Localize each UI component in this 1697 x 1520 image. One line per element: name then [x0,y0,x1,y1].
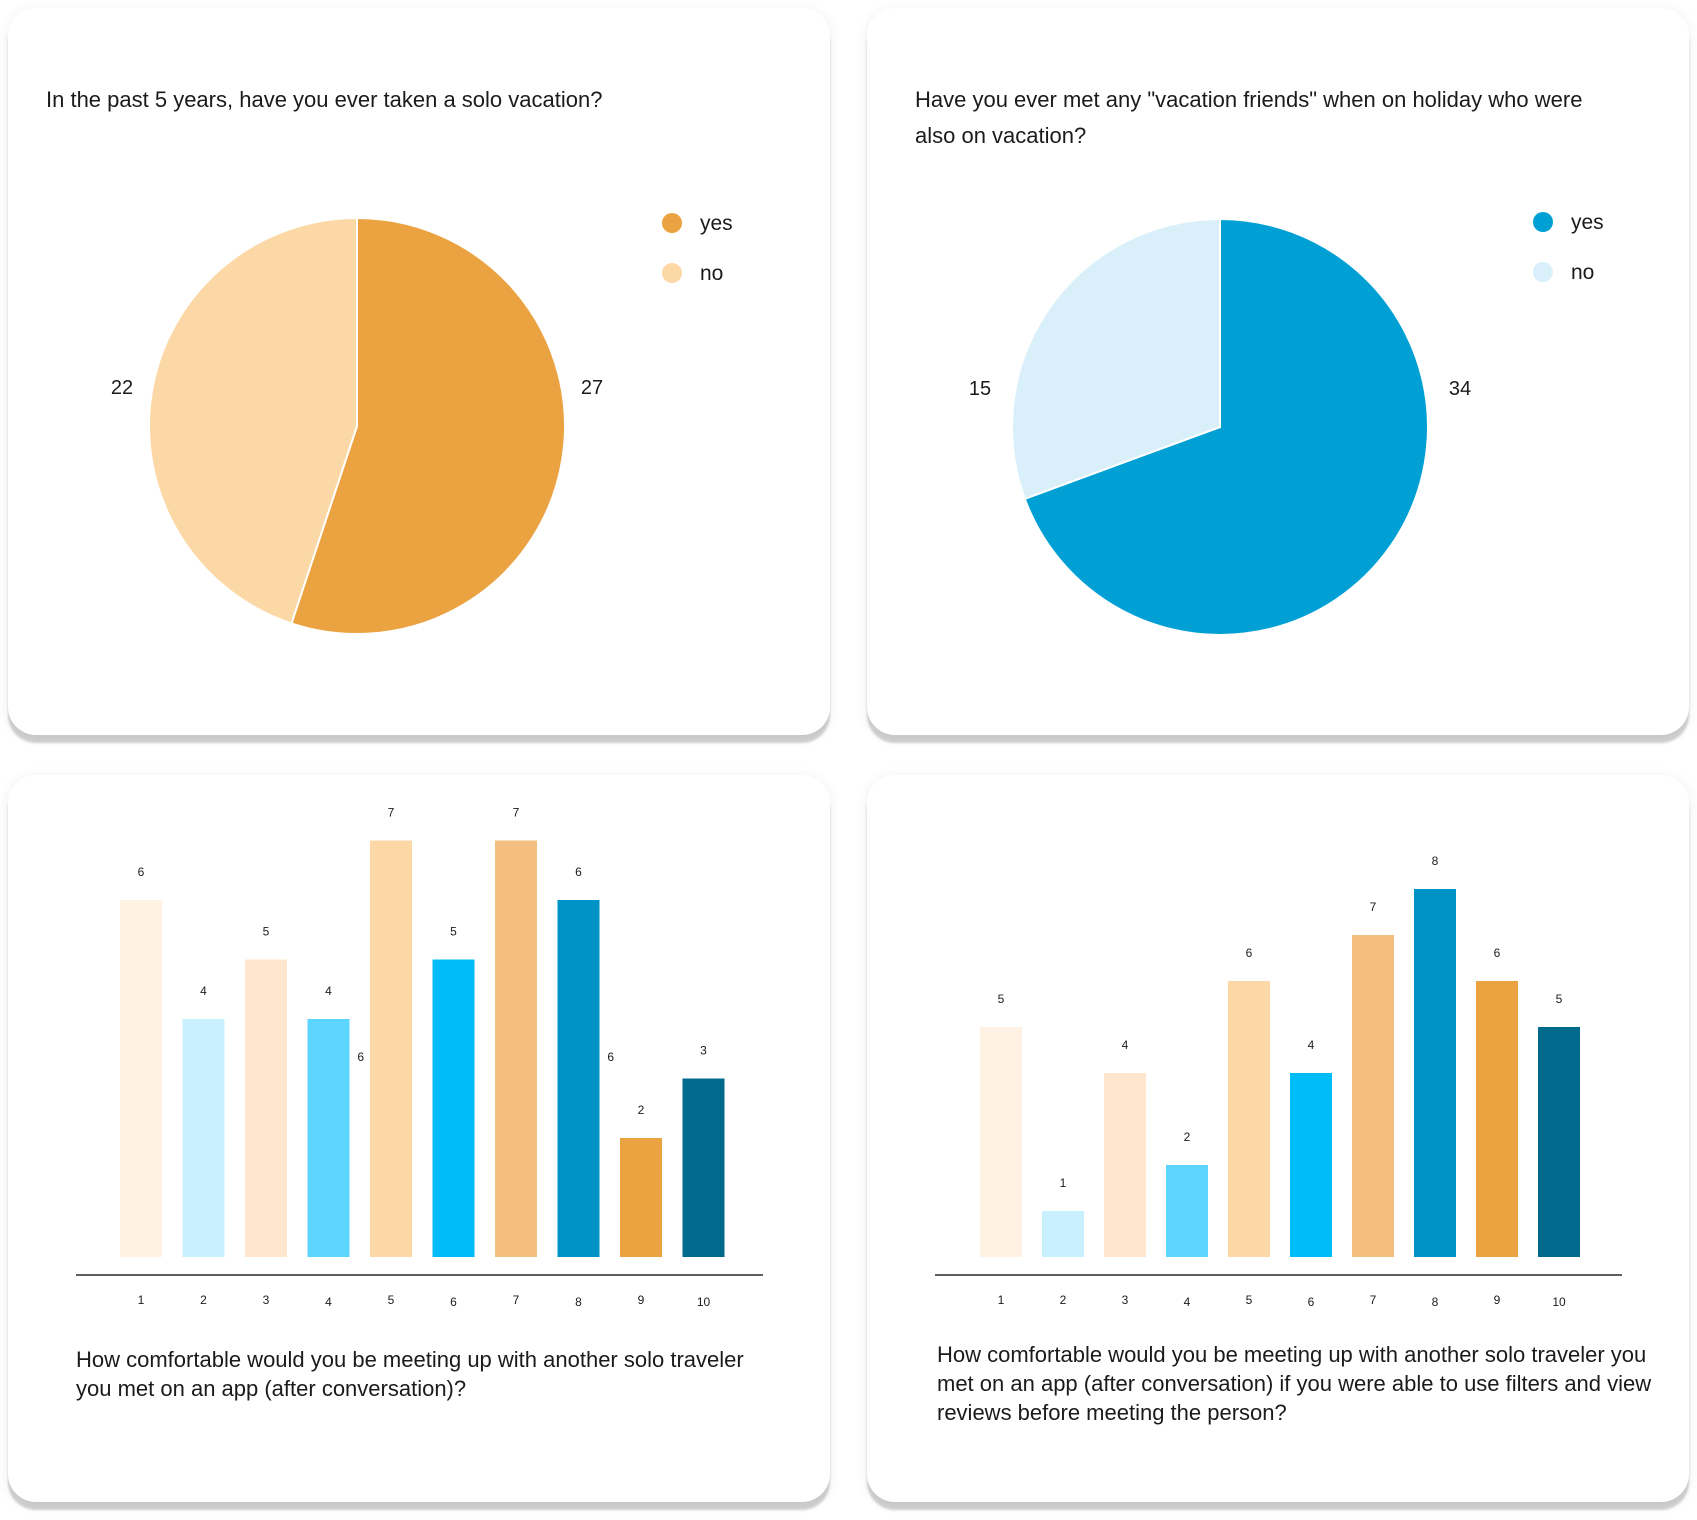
chart-card-vacation-friends: Have you ever met any "vacation friends"… [867,8,1689,735]
bar-value-label-7: 7 [513,806,520,820]
bar-value-label-8: 6 [575,865,582,879]
bar-2 [1042,1211,1084,1257]
legend-swatch-no [1533,262,1553,282]
bar-value-label-5: 7 [388,806,395,820]
pie-chart-vacation-friends: 34 15 yes no [969,211,1604,636]
x-tick-label-6: 6 [1308,1295,1315,1309]
bar-value-label-6: 4 [1308,1038,1315,1052]
bar-6 [1290,1073,1332,1257]
bar-value-label-3: 4 [1122,1038,1129,1052]
bar-4 [307,1019,350,1257]
bar-value-label-2: 4 [200,984,207,998]
stray-value-label: 6 [357,1050,364,1064]
bar-4 [1166,1165,1208,1257]
x-tick-label-4: 4 [1184,1295,1191,1309]
bar-7 [1352,935,1394,1257]
bar-3 [1104,1073,1146,1257]
bar-1 [980,1027,1022,1257]
x-tick-label-6: 6 [450,1295,457,1309]
bar-5 [370,840,412,1257]
bar-chart-comfort-meeting: 6 1 4 2 5 3 4 4 7 5 5 6 7 7 6 8 2 9 3 10 6 6 [76,806,763,1309]
legend-label-yes: yes [700,212,733,235]
pie-slice-no [148,216,358,625]
x-tick-label-2: 2 [200,1293,207,1307]
bar-5 [1228,981,1270,1257]
chart-question: In the past 5 years, have you ever taken… [46,87,603,112]
bar-10 [1538,1027,1580,1257]
bar-value-label-1: 6 [138,865,145,879]
bar-9 [620,1138,662,1257]
x-tick-label-7: 7 [1370,1293,1377,1307]
legend-swatch-yes [1533,212,1553,232]
bar-10 [682,1078,725,1257]
bar-value-label-5: 6 [1246,946,1253,960]
bar-8 [1414,889,1456,1257]
x-tick-label-3: 3 [263,1293,270,1307]
stray-value-label: 6 [607,1050,614,1064]
bar-2 [182,1019,225,1257]
pie-slice-yes [1023,217,1429,636]
x-tick-label-10: 10 [697,1295,711,1309]
x-tick-label-9: 9 [1494,1293,1501,1307]
x-tick-label-4: 4 [325,1295,332,1309]
pie-slice-yes [290,216,566,635]
x-tick-label-10: 10 [1552,1295,1566,1309]
legend-label-yes: yes [1571,211,1604,234]
bar-value-label-4: 2 [1184,1130,1191,1144]
bar-6 [432,959,475,1257]
x-tick-label-2: 2 [1060,1293,1067,1307]
bar-value-label-4: 4 [325,984,332,998]
x-tick-label-3: 3 [1122,1293,1129,1307]
bar-9 [1476,981,1518,1257]
bar-value-label-3: 5 [263,925,270,939]
bar-value-label-9: 6 [1494,946,1501,960]
bar-1 [120,900,162,1257]
bar-value-label-8: 8 [1432,854,1439,868]
legend-swatch-no [662,263,682,283]
x-tick-label-9: 9 [638,1293,645,1307]
x-tick-label-7: 7 [513,1293,520,1307]
bar-chart-comfort-with-filters: 5 1 1 2 4 3 2 4 6 5 4 6 7 7 8 8 6 9 5 10 [935,854,1622,1309]
x-tick-label-1: 1 [138,1293,145,1307]
pie-value-label-yes: 27 [581,377,603,399]
bar-value-label-1: 5 [998,992,1005,1006]
bar-value-label-6: 5 [450,925,457,939]
bar-value-label-9: 2 [638,1103,645,1117]
pie-value-label-no: 22 [111,377,133,399]
bar-value-label-10: 5 [1556,992,1563,1006]
legend-label-no: no [700,262,723,285]
bar-value-label-10: 3 [700,1044,707,1058]
chart-card-comfort-meeting: 6 1 4 2 5 3 4 4 7 5 5 6 7 7 6 8 2 9 3 10 6 6 How comfortable … [8,775,830,1502]
x-tick-label-1: 1 [998,1293,1005,1307]
bar-7 [495,840,537,1257]
x-tick-label-5: 5 [1246,1293,1253,1307]
pie-value-label-no: 15 [969,378,991,400]
pie-chart-solo-vacation: 27 22 yes no [111,212,733,635]
x-tick-label-5: 5 [388,1293,395,1307]
x-tick-label-8: 8 [1432,1295,1439,1309]
bar-value-label-7: 7 [1370,900,1377,914]
chart-card-solo-vacation: In the past 5 years, have you ever taken… [8,8,830,735]
chart-question: Have you ever met any "vacation friends"… [915,87,1583,148]
bar-value-label-2: 1 [1060,1176,1067,1190]
legend-swatch-yes [662,213,682,233]
legend-label-no: no [1571,261,1594,284]
pie-value-label-yes: 34 [1449,378,1471,400]
pie-slice-no [1011,217,1221,501]
chart-question: How comfortable would you be meeting up … [76,1347,744,1401]
bar-3 [245,959,287,1257]
chart-card-comfort-with-filters: 5 1 1 2 4 3 2 4 6 5 4 6 7 7 8 8 6 9 5 10 How comfortable wo… [867,775,1689,1502]
x-tick-label-8: 8 [575,1295,582,1309]
chart-question: How comfortable would you be meeting up … [937,1342,1652,1425]
bar-8 [557,900,600,1257]
